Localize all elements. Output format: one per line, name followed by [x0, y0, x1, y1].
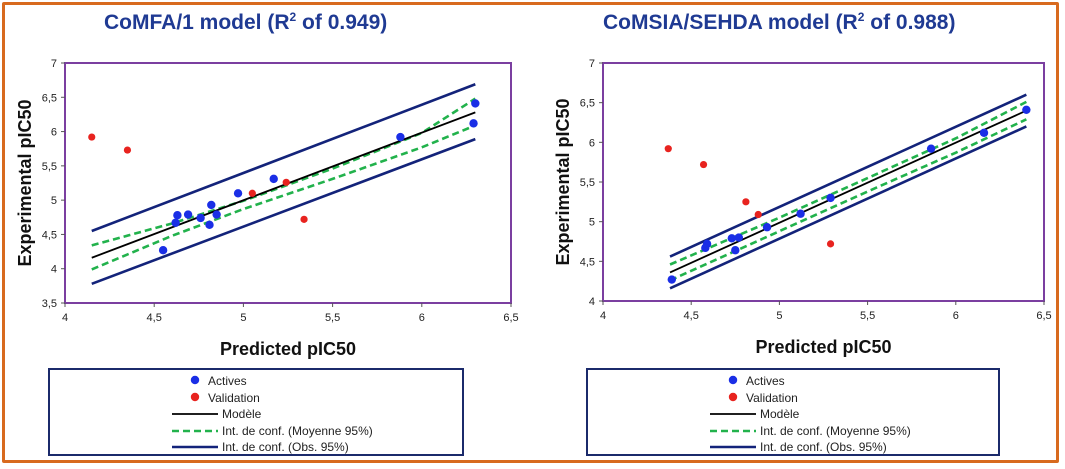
legend-label: Validation: [208, 390, 260, 405]
active-point: [196, 213, 205, 223]
legend-item-validation: Validation: [50, 390, 462, 406]
legend-item-ci-obs: Int. de conf. (Obs. 95%): [50, 439, 462, 455]
y-tick-label: 6: [51, 127, 57, 139]
legend-label: Modèle: [760, 407, 800, 421]
y-axis-label: Experimental pIC50: [15, 99, 35, 266]
validation-point: [300, 215, 308, 223]
y-tick-label: 7: [51, 58, 57, 70]
legend-marker: [728, 375, 738, 385]
legend-label: Int. de conf. (Moyenne 95%): [222, 423, 373, 438]
chart-title-comsia: CoMSIA/SEHDA model (R2 of 0.988): [603, 10, 956, 34]
legend-marker: [728, 392, 738, 401]
legend-symbol-model: [710, 413, 756, 415]
legend-symbol-actives: [728, 375, 738, 385]
x-tick-label: 4: [62, 312, 68, 324]
legend-label: Int. de conf. (Obs. 95%): [760, 440, 887, 454]
legend-symbol-actives: [190, 375, 200, 385]
figure-frame: [2, 2, 1059, 463]
legend-symbol-ci-mean: [710, 429, 756, 432]
legend-label: Validation: [746, 390, 798, 405]
legend-item-ci-mean: Int. de conf. (Moyenne 95%): [588, 423, 998, 439]
active-point: [269, 174, 278, 184]
legend-symbol-ci-mean: [172, 429, 218, 432]
legend-symbol-validation: [728, 392, 738, 401]
validation-point: [248, 189, 256, 197]
y-tick-label: 3,5: [42, 298, 57, 310]
legend-marker: [190, 375, 200, 385]
x-tick-label: 6,5: [503, 312, 518, 324]
validation-point: [123, 146, 132, 154]
active-point: [171, 218, 180, 227]
legend-marker: [190, 392, 200, 401]
active-point: [212, 210, 221, 219]
legend-item-model: Modèle: [50, 406, 462, 422]
active-point: [183, 210, 193, 219]
x-axis-label: Predicted pIC50: [220, 339, 356, 359]
x-tick-label: 6: [419, 312, 425, 324]
model-line: [91, 111, 476, 259]
ci-obs-lower-line: [91, 137, 476, 286]
legend-item-model: Modèle: [588, 406, 998, 422]
legend-symbol-validation: [190, 392, 200, 401]
legend-symbol-ci-obs: [710, 445, 756, 449]
active-point: [469, 119, 478, 128]
y-tick-label: 4,5: [42, 229, 57, 241]
legend-label: Actives: [208, 374, 247, 388]
legend-label: Modèle: [222, 407, 262, 421]
legend-comfa: Actives Validation Modèle Int. de conf. (Mo…: [48, 368, 464, 456]
validation-point: [88, 133, 96, 141]
y-tick-label: 6,5: [42, 92, 57, 104]
legend-symbol-model: [172, 413, 218, 415]
plot-area: [64, 62, 512, 304]
x-tick-label: 5: [240, 312, 246, 324]
y-tick-label: 5,5: [42, 161, 57, 173]
chart-title-comfa: CoMFA/1 model (R2 of 0.949): [104, 10, 388, 34]
legend-label: Int. de conf. (Moyenne 95%): [760, 423, 911, 438]
legend-item-ci-obs: Int. de conf. (Obs. 95%): [588, 439, 998, 455]
legend-item-actives: Actives: [50, 373, 462, 389]
active-point: [396, 132, 405, 142]
x-tick-label: 5,5: [325, 312, 340, 324]
legend-label: Int. de conf. (Obs. 95%): [222, 440, 349, 454]
legend-label: Actives: [746, 374, 785, 388]
active-point: [471, 99, 480, 108]
active-point: [158, 246, 168, 255]
legend-item-validation: Validation: [588, 390, 998, 406]
active-point: [233, 189, 243, 198]
active-point: [173, 211, 182, 220]
legend-item-actives: Actives: [588, 373, 998, 389]
validation-point: [282, 178, 290, 186]
legend-item-ci-mean: Int. de conf. (Moyenne 95%): [50, 423, 462, 439]
legend-symbol-ci-obs: [172, 445, 218, 449]
y-tick-label: 5: [51, 195, 57, 207]
ci-mean-lower-line: [91, 124, 476, 271]
active-point: [205, 220, 214, 230]
ci-obs-upper-line: [91, 83, 476, 233]
y-tick-label: 4: [51, 264, 57, 276]
x-tick-label: 4,5: [147, 312, 162, 324]
ci-mean-upper-line: [91, 97, 477, 247]
legend-comsia: Actives Validation Modèle Int. de conf. (Mo…: [586, 368, 1000, 456]
active-point: [207, 200, 216, 210]
